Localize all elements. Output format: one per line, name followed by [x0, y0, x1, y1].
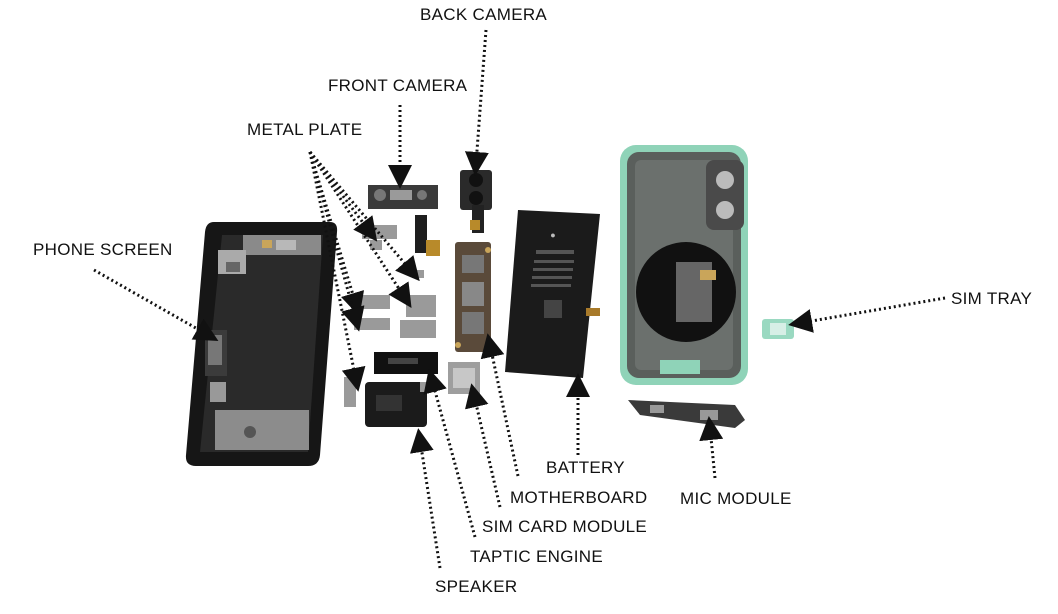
arrow-mic-module — [699, 416, 724, 479]
arrow-metal-plate-2 — [308, 151, 365, 332]
arrow-speaker — [409, 428, 442, 569]
back-camera-part — [460, 170, 492, 233]
arrow-metal-plate-6 — [308, 151, 420, 282]
taptic-engine-part — [374, 352, 438, 374]
label-sim-tray: SIM TRAY — [951, 289, 1033, 308]
svg-text:●: ● — [550, 230, 555, 240]
arrow-metal-plate-4 — [308, 151, 412, 309]
arrow-sim-tray — [788, 296, 946, 333]
battery-part: ● — [505, 210, 600, 378]
front-camera-part — [368, 185, 440, 256]
arrow-back-camera — [464, 29, 489, 176]
label-metal-plate: METAL PLATE — [247, 120, 363, 139]
label-taptic-engine: TAPTIC ENGINE — [470, 547, 603, 566]
leader-lines — [93, 29, 946, 569]
motherboard-part — [455, 242, 491, 352]
label-sim-card-module: SIM CARD MODULE — [482, 517, 648, 536]
label-motherboard: MOTHERBOARD — [510, 488, 648, 507]
arrow-metal-plate-3 — [308, 151, 366, 392]
arrow-motherboard — [480, 333, 520, 477]
label-back-camera: BACK CAMERA — [420, 5, 548, 24]
speaker-part — [365, 382, 432, 427]
sim-tray-part — [762, 319, 794, 339]
mic-module-part — [628, 400, 745, 428]
label-front-camera: FRONT CAMERA — [328, 76, 468, 95]
phone-screen-part — [185, 222, 338, 466]
arrow-phone-screen — [93, 268, 219, 341]
sim-card-module-part — [448, 362, 480, 394]
label-speaker: SPEAKER — [435, 577, 518, 596]
label-battery: BATTERY — [546, 458, 625, 477]
rear-housing-part — [620, 145, 748, 385]
arrow-taptic-engine — [423, 368, 477, 538]
label-phone-screen: PHONE SCREEN — [33, 240, 173, 259]
arrow-sim-card-module — [465, 383, 502, 508]
label-mic-module: MIC MODULE — [680, 489, 792, 508]
